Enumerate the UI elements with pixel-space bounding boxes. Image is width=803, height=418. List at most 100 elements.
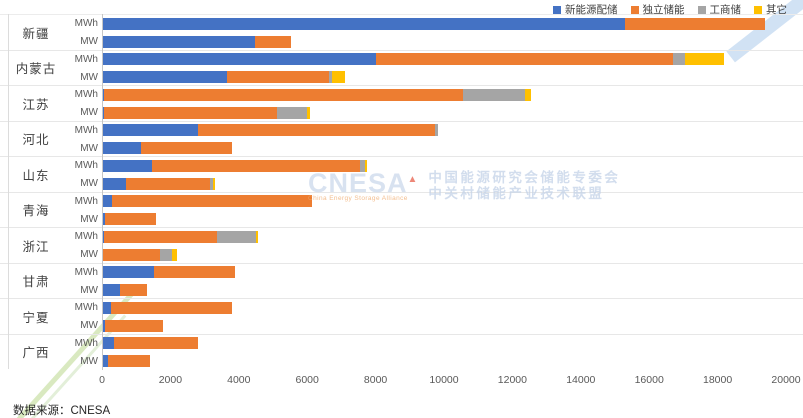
bar-segment-新能源配储 [102, 301, 111, 314]
unit-label: MW [80, 355, 98, 367]
bar-segment-新能源配储 [102, 142, 141, 155]
bar-segment-新能源配储 [102, 266, 154, 279]
bar-row-mw: MW [0, 317, 803, 335]
x-tick-label: 2000 [158, 374, 183, 386]
bar-segment-新能源配储 [102, 284, 121, 297]
province-label: 内蒙古 [15, 62, 57, 77]
x-axis-ticks: 0 2000 4000 6000 8000 10000 12000 14000 16000 180… [0, 374, 803, 388]
bar-track [102, 266, 236, 279]
bar-row-mw: MW [0, 352, 803, 370]
x-tick-label: 18000 [702, 374, 733, 386]
province-label: 青海 [22, 204, 50, 219]
bar-segment-独立储能 [120, 284, 148, 297]
legend-item: 其它 [754, 2, 787, 17]
bar-track [102, 71, 345, 84]
bar-segment-新能源配储 [102, 177, 126, 190]
x-tick-label: 8000 [363, 374, 388, 386]
legend-swatch-icon [553, 5, 561, 14]
chart-legend: 新能源配储 独立储能 工商储 其它 [553, 2, 787, 17]
bar-segment-新能源配储 [102, 319, 106, 332]
province-group: 河北 MWh MW [0, 120, 803, 157]
bar-segment-新能源配储 [102, 106, 105, 119]
bar-row-mwh: MWh [0, 264, 803, 282]
bar-segment-新能源配储 [102, 88, 105, 101]
bar-track [102, 159, 368, 172]
bar-segment-其它 [255, 230, 259, 243]
unit-label: MWh [74, 124, 98, 136]
bar-segment-独立储能 [375, 53, 674, 66]
bar-row-mwh: MWh [0, 157, 803, 175]
bar-track [102, 213, 157, 226]
bar-segment-独立储能 [111, 195, 312, 208]
province-group: 内蒙古 MWh MW [0, 49, 803, 86]
province-group: 山东 MWh MW [0, 156, 803, 192]
bar-segment-新能源配储 [102, 337, 114, 350]
bar-segment-工商储 [160, 248, 173, 261]
bar-segment-独立储能 [110, 301, 232, 314]
bar-segment-新能源配储 [102, 159, 152, 172]
bar-segment-工商储 [277, 106, 307, 119]
bar-row-mwh: MWh [0, 193, 803, 211]
bar-segment-独立储能 [105, 319, 163, 332]
bar-segment-新能源配储 [102, 195, 112, 208]
province-group: 青海 MWh MW [0, 191, 803, 228]
bar-track [102, 106, 310, 119]
bar-segment-独立储能 [105, 213, 157, 226]
bar-track [102, 301, 232, 314]
bar-segment-新能源配储 [102, 17, 626, 30]
bar-track [102, 337, 199, 350]
province-label: 山东 [22, 168, 50, 183]
province-label: 广西 [22, 346, 50, 361]
legend-item: 工商储 [697, 2, 742, 17]
unit-label: MWh [74, 337, 98, 349]
legend-label: 工商储 [709, 4, 742, 16]
bar-row-mwh: MWh [0, 15, 803, 33]
bar-segment-独立储能 [103, 248, 161, 261]
bar-row-mwh: MWh [0, 228, 803, 246]
unit-label: MW [80, 36, 98, 48]
bar-segment-新能源配储 [102, 35, 255, 48]
bar-segment-独立储能 [140, 142, 232, 155]
province-group: 宁夏 MWh MW [0, 298, 803, 334]
bar-track [102, 177, 215, 190]
bar-segment-其它 [685, 53, 725, 66]
bar-segment-工商储 [435, 124, 438, 137]
bar-row-mw: MW [0, 104, 803, 122]
bar-segment-独立储能 [151, 159, 360, 172]
bar-segment-工商储 [463, 88, 525, 101]
data-source-label: 数据来源：CNESA [13, 405, 111, 417]
unit-label: MW [80, 284, 98, 296]
province-label: 江苏 [22, 97, 50, 112]
legend-label: 新能源配储 [565, 4, 618, 16]
unit-label: MWh [74, 53, 98, 65]
x-tick-label: 16000 [634, 374, 664, 386]
legend-swatch-icon [630, 5, 639, 14]
bar-segment-新能源配储 [102, 71, 227, 84]
unit-label: MWh [74, 266, 98, 278]
unit-label: MW [80, 142, 98, 154]
bar-segment-新能源配储 [102, 213, 106, 226]
bar-segment-独立储能 [226, 71, 330, 84]
bar-track [102, 142, 232, 155]
bar-row-mw: MW [0, 175, 803, 193]
x-tick-label: 0 [99, 374, 105, 386]
unit-label: MWh [74, 18, 98, 30]
bar-segment-工商储 [210, 177, 214, 190]
bar-row-mw: MW [0, 281, 803, 299]
legend-item: 新能源配储 [553, 2, 618, 17]
province-label: 浙江 [22, 239, 50, 254]
bar-segment-其它 [332, 71, 345, 84]
legend-label: 独立储能 [642, 4, 685, 16]
unit-label: MWh [74, 195, 98, 207]
unit-label: MW [80, 178, 98, 190]
bar-segment-其它 [306, 106, 310, 119]
bar-segment-独立储能 [104, 106, 278, 119]
bar-track [102, 319, 163, 332]
province-label: 宁夏 [22, 310, 50, 325]
bar-row-mwh: MWh [0, 86, 803, 104]
bar-segment-独立储能 [108, 355, 150, 368]
bar-row-mw: MW [0, 210, 803, 228]
province-group: 江苏 MWh MW [0, 85, 803, 121]
unit-label: MWh [74, 160, 98, 172]
bar-segment-独立储能 [125, 177, 211, 190]
